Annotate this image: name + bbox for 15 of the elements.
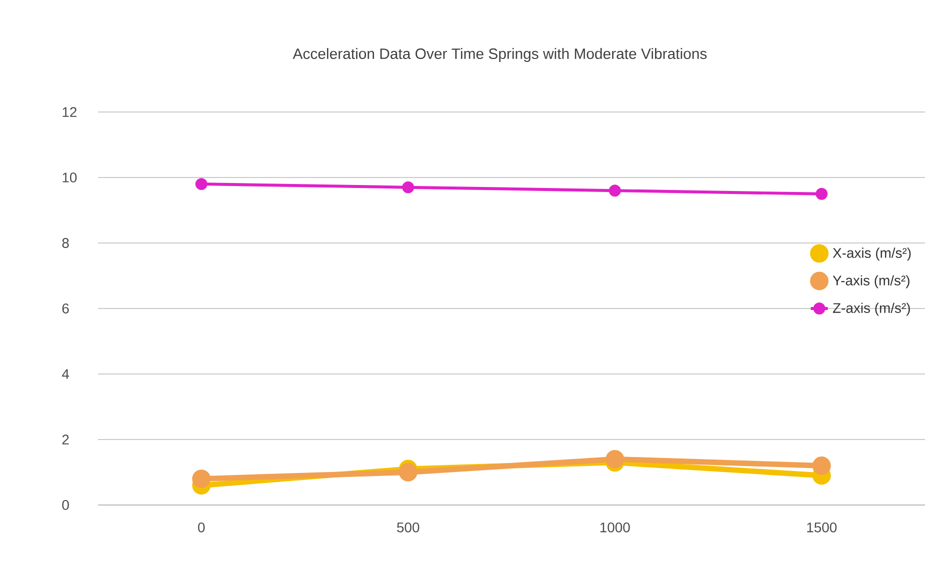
y-tick-label: 2 bbox=[62, 434, 69, 444]
x-tick-label: 500 bbox=[397, 522, 420, 532]
y-tick-label: 6 bbox=[62, 304, 69, 314]
y-tick-label: 8 bbox=[62, 238, 69, 248]
y-tick-label: 12 bbox=[62, 107, 76, 117]
y-tick-label: 0 bbox=[62, 500, 69, 510]
y-tick-label: 4 bbox=[62, 369, 70, 379]
legend-label: Y-axis (m/s²) bbox=[832, 275, 910, 288]
x-tick-label: 1500 bbox=[807, 522, 837, 532]
y-tick-label: 10 bbox=[62, 172, 77, 182]
chart-title: Acceleration Data Over Time Springs with Moderate Vibrations bbox=[292, 48, 707, 62]
x-tick-label: 0 bbox=[198, 522, 205, 532]
legend-label: Z-axis (m/s²) bbox=[832, 302, 910, 316]
x-tick-label: 1000 bbox=[600, 522, 630, 532]
legend-label: X-axis (m/s²) bbox=[832, 248, 911, 261]
